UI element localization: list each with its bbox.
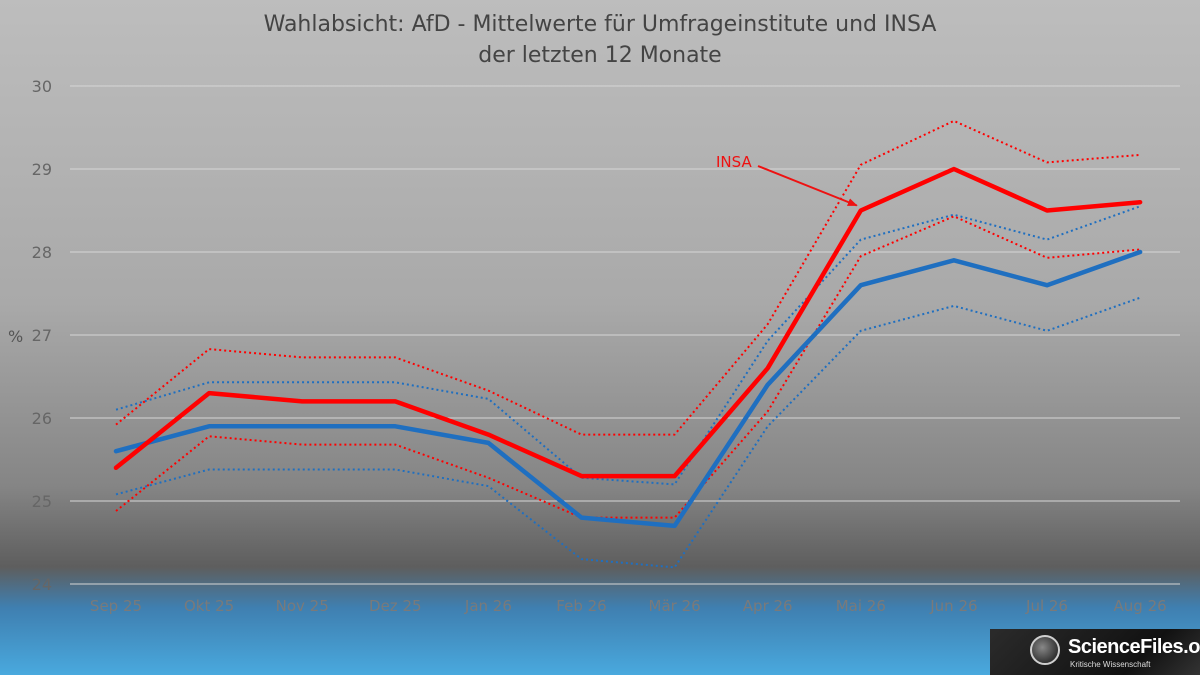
y-tick-label: 27 xyxy=(32,326,52,345)
red-solid-series-line-3 xyxy=(113,166,1143,479)
annotations: INSA xyxy=(716,153,858,207)
x-tick-label: Mär 26 xyxy=(649,597,701,615)
x-tick-label: Feb 26 xyxy=(556,597,606,615)
y-tick-label: 25 xyxy=(32,492,52,511)
blue-solid-series-line-0 xyxy=(113,249,1143,529)
y-tick-label: 26 xyxy=(32,409,52,428)
blue-dotted-series-line-1 xyxy=(115,205,1141,486)
chart-title-line-2: der letzten 12 Monate xyxy=(478,43,721,68)
logo-subtitle: Kritische Wissenschaft xyxy=(1070,660,1151,669)
x-tick-label: Sep 25 xyxy=(90,597,142,615)
gridlines xyxy=(70,85,1180,585)
x-tick-label: Jul 26 xyxy=(1025,597,1068,615)
y-axis-unit: % xyxy=(8,327,23,346)
red-dotted-series-line-5 xyxy=(115,215,1141,519)
y-tick-label: 28 xyxy=(32,243,52,262)
annotation-label: INSA xyxy=(716,153,752,171)
y-tick-label: 29 xyxy=(32,160,52,179)
y-tick-label: 30 xyxy=(32,77,52,96)
sciencefiles-logo: ScienceFiles.org Kritische Wissenschaft xyxy=(990,629,1200,675)
y-tick-label: 24 xyxy=(32,575,52,594)
series-lines xyxy=(113,119,1143,569)
globe-icon xyxy=(1030,635,1060,665)
blue-dotted-series-line-2 xyxy=(115,296,1141,569)
x-tick-label: Jan 26 xyxy=(464,597,512,615)
x-tick-label: Jun 26 xyxy=(929,597,977,615)
x-tick-label: Mai 26 xyxy=(836,597,886,615)
x-tick-label: Aug 26 xyxy=(1114,597,1167,615)
chart-title-line-1: Wahlabsicht: AfD - Mittelwerte für Umfra… xyxy=(264,12,937,37)
red-dotted-series-line-4 xyxy=(115,119,1141,436)
x-tick-label: Dez 25 xyxy=(369,597,422,615)
x-tick-label: Nov 25 xyxy=(276,597,329,615)
x-tick-label: Okt 25 xyxy=(184,597,234,615)
y-axis: 24 25 26 27 28 29 30 xyxy=(32,77,52,594)
annotation-arrow xyxy=(757,165,858,207)
logo-name: ScienceFiles.org xyxy=(1068,636,1200,658)
x-tick-label: Apr 26 xyxy=(743,597,793,615)
x-axis: Sep 25 Okt 25 Nov 25 Dez 25 Jan 26 Feb 26 Mär … xyxy=(90,597,1167,615)
